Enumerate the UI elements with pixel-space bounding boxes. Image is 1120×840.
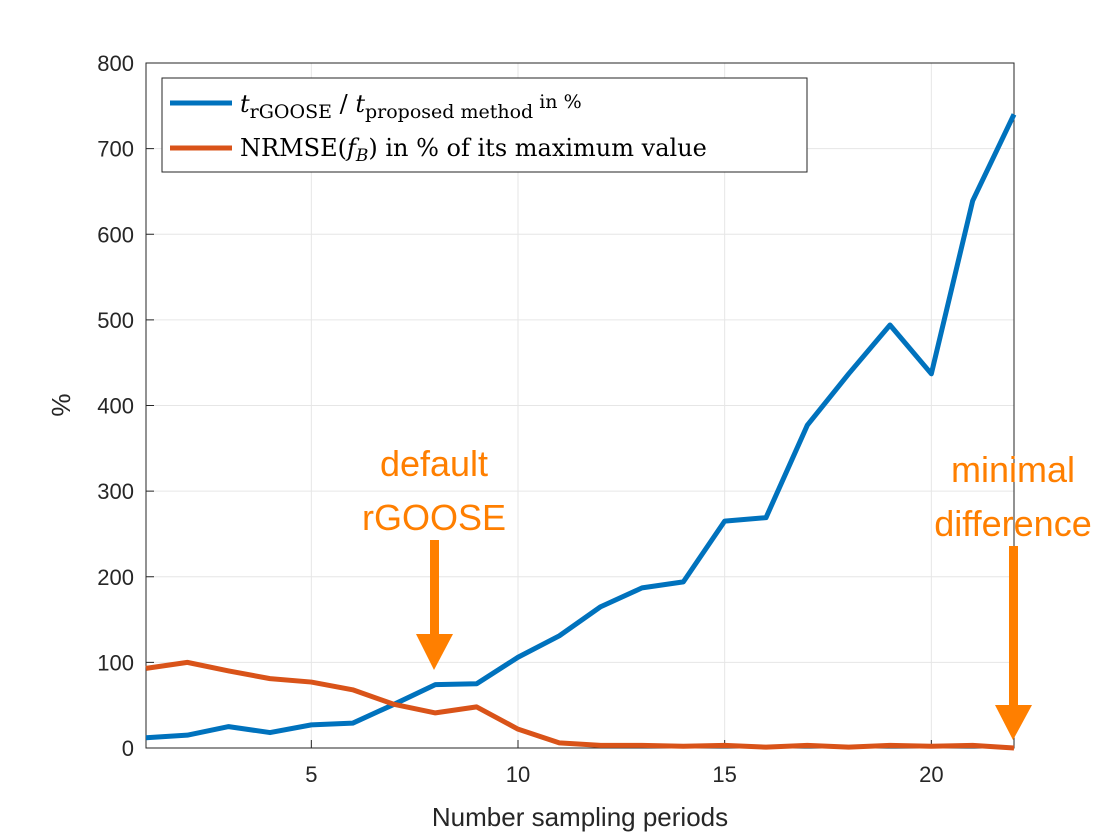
y-tick-label: 0: [122, 736, 134, 761]
annotation-text: difference: [934, 503, 1091, 544]
annotation-text: minimal: [951, 449, 1075, 490]
y-tick-label: 300: [97, 479, 134, 504]
series-line-nrmse: [145, 659, 1015, 751]
arrow-down-icon: [416, 634, 453, 670]
x-tick-label: 20: [919, 762, 943, 787]
arrow-shaft: [430, 540, 439, 635]
y-tick-label: 800: [97, 51, 134, 76]
y-tick-label: 700: [97, 137, 134, 162]
annotation-minimal-difference: minimal difference: [934, 449, 1092, 740]
legend: trGOOSE / tproposed method in % NRMSE(fB…: [161, 77, 808, 173]
annotation-text: rGOOSE: [362, 497, 506, 538]
annotation-default-rgoose: default rGOOSE: [362, 443, 506, 670]
x-tick-label: 5: [305, 762, 317, 787]
y-tick-label: 100: [97, 650, 134, 675]
arrow-down-icon: [995, 705, 1032, 740]
legend-entry-2: NRMSE(fB) in % of its maximum value: [240, 134, 707, 166]
y-tick-label: 400: [97, 394, 134, 419]
x-tick-label: 15: [712, 762, 736, 787]
x-tick-label: 10: [506, 762, 530, 787]
y-tick-label: 500: [97, 308, 134, 333]
annotation-text: default: [380, 443, 488, 484]
legend-box: [161, 77, 808, 173]
series-line-time-ratio: [145, 113, 1017, 741]
legend-entry-1: trGOOSE / tproposed method in %: [240, 90, 582, 123]
series-lines: [145, 113, 1017, 751]
y-axis-label: %: [46, 393, 76, 416]
y-tick-label: 200: [97, 565, 134, 590]
x-axis-label: Number sampling periods: [432, 802, 728, 832]
arrow-shaft: [1009, 546, 1018, 706]
y-tick-label: 600: [97, 222, 134, 247]
